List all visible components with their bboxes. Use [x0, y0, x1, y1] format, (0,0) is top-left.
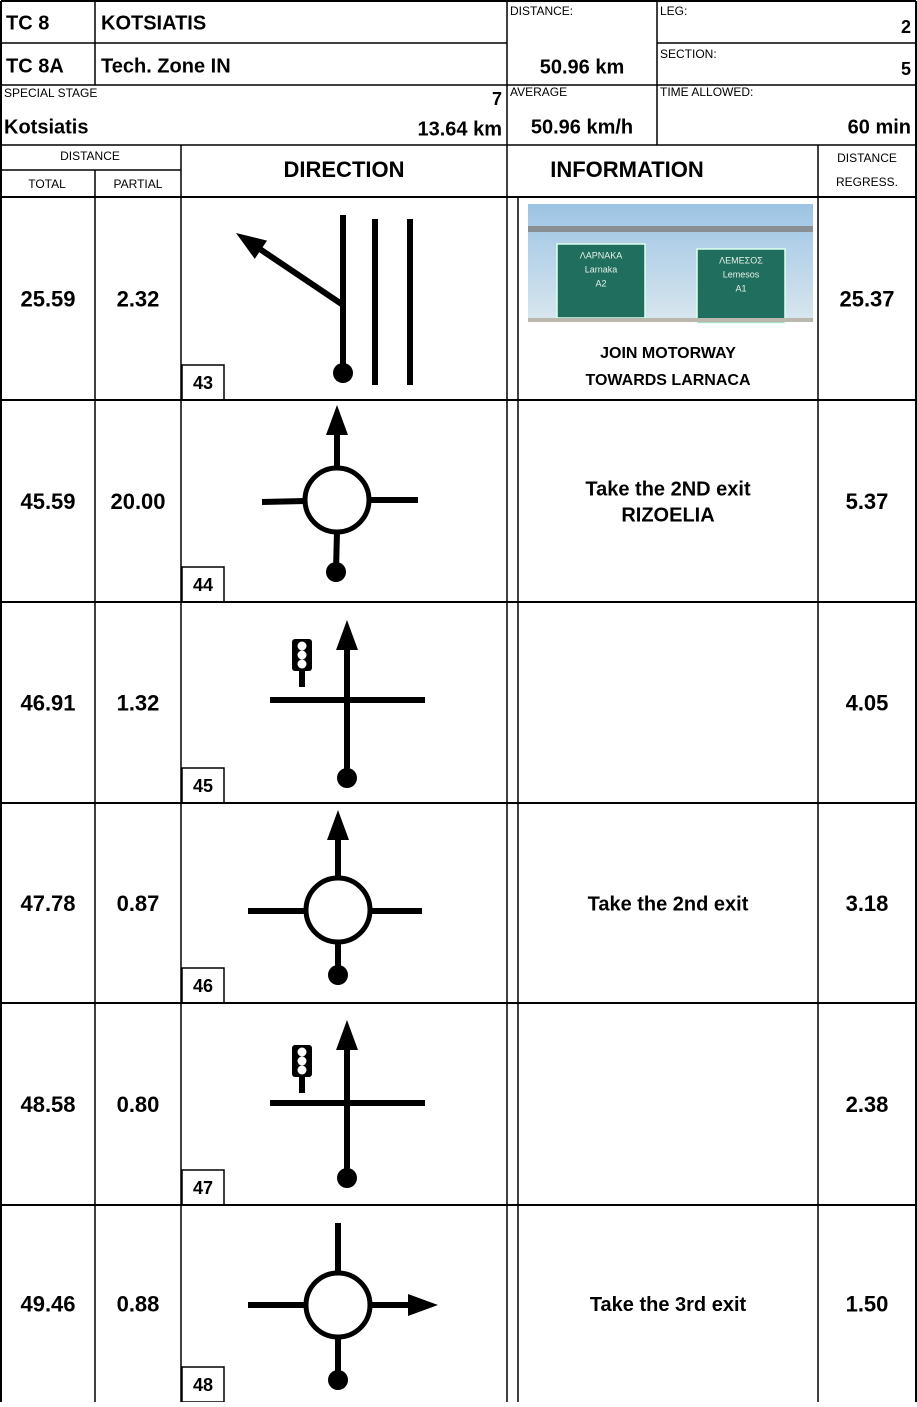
regress: 25.37: [839, 286, 894, 311]
time-allowed: 60 min: [848, 116, 911, 138]
stage-name: Kotsiatis: [4, 116, 88, 138]
partial: 2.32: [117, 286, 160, 311]
tc: TC 8: [6, 12, 49, 34]
partial: 1.32: [117, 690, 160, 715]
partial: 20.00: [110, 489, 165, 514]
sign-text: ΛΑΡΝΑΚΑ: [580, 250, 623, 260]
note-number: 46: [193, 976, 213, 996]
road-sign: [696, 248, 786, 324]
average-label: AVERAGE: [510, 85, 567, 99]
total: 49.46: [20, 1291, 75, 1316]
information: RIZOELIA: [621, 504, 714, 526]
regress: 2.38: [846, 1092, 889, 1117]
note-number: 43: [193, 373, 213, 393]
traffic-lamp: [297, 650, 307, 660]
note-number-box: [181, 1169, 225, 1206]
information: Take the 2ND exit: [585, 478, 751, 500]
arrow-head: [336, 1020, 358, 1050]
traffic-pole: [299, 1077, 305, 1093]
information: JOIN MOTORWAY: [600, 345, 736, 362]
note-number: 44: [193, 575, 213, 595]
arrow-head: [327, 810, 349, 840]
distance: 50.96 km: [540, 56, 625, 78]
arrow-head: [408, 1294, 438, 1316]
partial: 0.88: [117, 1291, 160, 1316]
start-dot: [337, 1168, 357, 1188]
start-dot: [326, 562, 346, 582]
start-dot: [328, 1370, 348, 1390]
average: 50.96 km/h: [531, 116, 633, 138]
section: 5: [901, 59, 911, 79]
start-dot: [337, 768, 357, 788]
arrow-head: [326, 405, 348, 435]
note-number: 48: [193, 1375, 213, 1395]
photo-base: [528, 318, 813, 322]
note-number-box: [181, 767, 225, 804]
total: 46.91: [20, 690, 75, 715]
traffic-lamp: [297, 641, 307, 651]
information: TOWARDS LARNACA: [585, 372, 750, 389]
regress: 4.05: [846, 690, 889, 715]
col-partial: PARTIAL: [114, 177, 163, 191]
time-allowed-label: TIME ALLOWED:: [660, 85, 753, 99]
road: [261, 498, 306, 505]
col-information: INFORMATION: [550, 157, 704, 182]
special-stage: 7: [492, 89, 502, 109]
sign-text: A2: [595, 278, 606, 288]
total: 48.58: [20, 1092, 75, 1117]
traffic-lamp: [297, 659, 307, 669]
sign-text: A1: [735, 283, 746, 293]
road-sign: [556, 243, 646, 319]
start-dot: [328, 965, 348, 985]
col-total: TOTAL: [28, 177, 66, 191]
partial: 0.87: [117, 891, 160, 916]
total: 25.59: [20, 286, 75, 311]
sign-text: Lemesos: [723, 269, 760, 279]
distance-label: DISTANCE:: [510, 4, 573, 18]
traffic-pole: [299, 671, 305, 687]
sign-text: Larnaka: [585, 264, 618, 274]
section-label: SECTION:: [660, 47, 717, 61]
special-stage-label: SPECIAL STAGE: [4, 86, 97, 100]
stage-length: 13.64 km: [417, 118, 502, 140]
note-number: 47: [193, 1178, 213, 1198]
col-direction: DIRECTION: [284, 157, 405, 182]
information: Take the 3rd exit: [590, 1294, 747, 1316]
regress: 1.50: [846, 1291, 889, 1316]
arrow-head: [336, 620, 358, 650]
start-dot: [333, 363, 353, 383]
total: 45.59: [20, 489, 75, 514]
leg: 2: [901, 17, 911, 37]
leg-label: LEG:: [660, 4, 687, 18]
sign-text: ΛΕΜΕΣΟΣ: [719, 255, 763, 265]
information: Take the 2nd exit: [588, 893, 749, 915]
traffic-lamp: [297, 1047, 307, 1057]
partial: 0.80: [117, 1092, 160, 1117]
tc2-name: Tech. Zone IN: [101, 55, 231, 77]
tc-name: KOTSIATIS: [101, 12, 206, 34]
note-number-box: [181, 967, 225, 1004]
road: [257, 246, 345, 308]
traffic-lamp: [297, 1065, 307, 1075]
traffic-lamp: [297, 1056, 307, 1066]
col-regress: REGRESS.: [836, 175, 898, 189]
note-number: 45: [193, 776, 213, 796]
total: 47.78: [20, 891, 75, 916]
col-distance: DISTANCE: [60, 149, 120, 163]
col-regress: DISTANCE: [837, 151, 897, 165]
regress: 5.37: [846, 489, 889, 514]
tc2: TC 8A: [6, 55, 64, 77]
gantry: [528, 226, 813, 232]
regress: 3.18: [846, 891, 889, 916]
arrow-head: [236, 233, 268, 259]
